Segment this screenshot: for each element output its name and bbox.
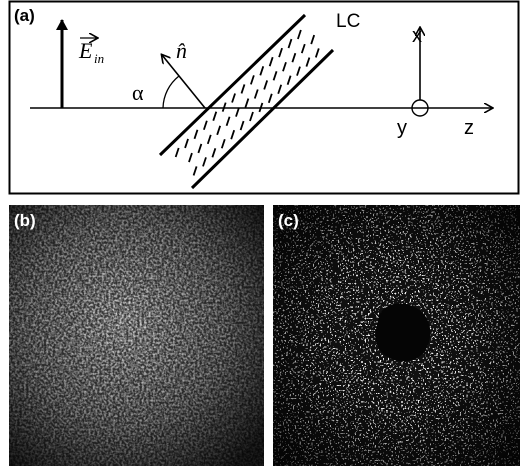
lc-molecule <box>202 157 207 167</box>
lc-molecule <box>174 147 180 158</box>
lc-molecule <box>212 111 218 121</box>
lc-molecule <box>230 129 236 140</box>
lc-molecule <box>231 93 236 103</box>
lc-molecule <box>211 148 217 158</box>
y-label: y <box>397 117 407 139</box>
lc-molecule <box>310 34 316 45</box>
lc-molecule <box>221 102 227 112</box>
lc-molecule <box>277 84 283 95</box>
lc-molecule <box>216 125 222 136</box>
lc-molecule <box>192 166 198 176</box>
lc-molecule <box>305 57 311 67</box>
lc-molecule <box>296 66 301 76</box>
lc-molecule <box>240 84 246 94</box>
lc-molecule <box>244 98 250 108</box>
lc-molecule <box>314 48 320 58</box>
lc-molecule <box>291 52 297 63</box>
lc-molecule <box>259 66 265 76</box>
lc-molecule <box>188 152 193 163</box>
lc-molecule <box>197 143 203 154</box>
panel-c <box>273 205 520 466</box>
dark-spot <box>375 303 431 362</box>
lc-molecule <box>206 134 212 145</box>
lc-molecule <box>225 116 231 127</box>
n-label: n̂ <box>176 38 187 63</box>
lc-molecule <box>297 29 302 40</box>
lc-molecule <box>203 120 208 131</box>
alpha-label: α <box>132 80 144 105</box>
lc-molecule <box>235 107 240 117</box>
vignette <box>9 205 264 466</box>
lc-molecule <box>282 61 287 72</box>
lc-wall <box>158 13 307 157</box>
panel-frame <box>8 0 520 195</box>
normal-arrow <box>162 55 206 109</box>
lc-molecule <box>250 75 255 85</box>
lc-label: LC <box>336 11 360 32</box>
lc-molecule <box>267 93 273 104</box>
lc-wall <box>190 48 335 190</box>
lc-molecule <box>300 43 306 54</box>
angle-arc <box>162 75 180 109</box>
lc-molecule <box>258 102 264 113</box>
z-label: z <box>464 117 474 139</box>
y-axis-symbol <box>411 99 429 117</box>
e-label: E <box>78 38 93 63</box>
lc-molecule <box>268 56 274 67</box>
lc-molecule <box>220 138 226 149</box>
lc-molecule <box>193 129 199 140</box>
lc-molecule <box>287 38 293 49</box>
lc-molecule <box>263 80 269 90</box>
lc-molecule <box>249 111 254 122</box>
e-subscript: in <box>94 51 104 66</box>
x-label: x <box>412 25 422 47</box>
lc-molecule <box>184 138 189 149</box>
lc-molecule <box>278 47 283 58</box>
panel-label: (b) <box>14 211 36 230</box>
lc-molecule <box>253 89 259 99</box>
lc-molecule <box>286 75 292 85</box>
lc-molecule <box>272 71 278 81</box>
panel-label: (c) <box>278 211 299 230</box>
panel-label: (a) <box>14 6 35 25</box>
lc-molecule <box>239 120 245 131</box>
panel-a: (a) E in α n̂ LC x y z <box>8 0 520 195</box>
panel-b <box>9 205 264 466</box>
